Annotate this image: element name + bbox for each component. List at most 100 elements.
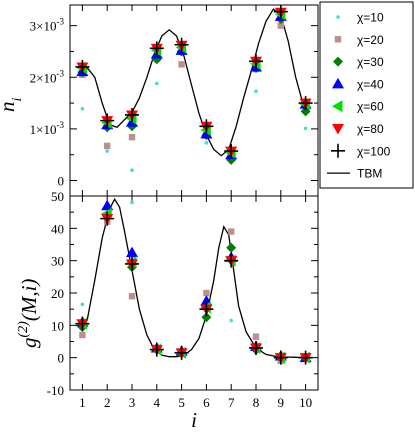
data-point (203, 289, 210, 297)
data-point (229, 318, 233, 323)
legend-entry: TBM (327, 167, 382, 181)
top-y-tick-label: 2×10-3 (30, 68, 65, 85)
data-point (155, 81, 159, 86)
top-series-chi60 (76, 8, 311, 159)
data-point (130, 200, 134, 205)
data-point (130, 168, 134, 172)
x-tick-label: 10 (299, 395, 312, 410)
top-y-tick-exponent: -3 (57, 120, 65, 130)
legend-entry: χ=40 (332, 77, 384, 91)
top-plot-frame (69, 4, 319, 197)
data-point (174, 345, 189, 360)
axis-labels: ni g(2)(M,i) i (0, 98, 197, 432)
top-y-tick-exponent: -3 (57, 68, 65, 78)
x-tick-label: 2 (104, 395, 111, 410)
data-point (125, 256, 139, 271)
legend-label: χ=40 (357, 77, 384, 91)
data-point (101, 199, 114, 211)
top-y-tick-label: 0 (58, 174, 65, 189)
data-point (75, 316, 90, 331)
data-point (80, 302, 85, 307)
legend-label: χ=60 (357, 100, 384, 114)
data-point (80, 106, 85, 111)
data-point (273, 350, 288, 365)
data-point (228, 228, 235, 235)
bottom-y-tick-label: 40 (51, 221, 64, 236)
bottom-series-chi10 (80, 200, 308, 365)
legend-label: χ=100 (357, 144, 391, 158)
legend-label: χ=10 (357, 11, 384, 25)
data-point (100, 113, 115, 128)
data-point (100, 211, 115, 226)
x-tick-label: 3 (129, 395, 136, 410)
x-tick-label: 4 (154, 395, 161, 410)
bottom-tbm-curve (81, 197, 306, 359)
data-point (224, 253, 239, 268)
legend-entry: χ=20 (334, 33, 384, 47)
x-tick-label: 9 (278, 395, 285, 410)
data-point (79, 331, 86, 339)
legend-marker-icon (336, 15, 340, 19)
bottom-series-chi20 (79, 218, 309, 365)
data-point (105, 149, 109, 153)
data-point (252, 333, 260, 340)
bottom-y-axis-label-main: g (17, 338, 41, 349)
legend-marker-icon (332, 124, 344, 135)
data-point (199, 302, 214, 317)
data-point (178, 61, 185, 68)
x-tick-label: 7 (228, 395, 235, 410)
top-series-chi30 (77, 13, 311, 165)
data-point (104, 142, 111, 150)
legend-label: χ=30 (357, 55, 384, 69)
top-series-chi20 (79, 22, 309, 157)
data-point (303, 126, 308, 131)
x-tick-label: 6 (203, 395, 210, 410)
top-tbm-curve (81, 8, 304, 157)
bottom-panel: -10 0 10 20 30 40 50 1 2 3 4 5 6 7 8 9 10 (47, 189, 319, 410)
legend-marker-icon (331, 143, 345, 158)
top-y-tick-exponent: -3 (57, 17, 65, 27)
data-point (298, 96, 313, 111)
top-panel: 0 1×10-3 2×10-3 3×10-3 (30, 4, 319, 197)
top-y-axis-label: ni (0, 98, 25, 113)
legend-marker-icon (333, 56, 343, 67)
bottom-series-chi100 (75, 211, 313, 365)
legend-entry: χ=30 (333, 55, 384, 69)
data-point (128, 293, 136, 300)
bottom-series-chi30 (77, 210, 311, 363)
top-series-chi40 (76, 10, 312, 160)
data-point (126, 246, 138, 258)
data-point (249, 340, 263, 355)
bottom-y-axis-label: g(2)(M,i) (16, 279, 41, 348)
data-point (277, 22, 284, 29)
data-point (273, 4, 288, 19)
data-point (125, 107, 139, 122)
bottom-y-tick-label: -10 (47, 383, 64, 398)
top-y-tick-label: 3×10-3 (30, 17, 65, 34)
bottom-y-tick-label: 0 (58, 351, 65, 366)
data-point (204, 141, 209, 145)
legend-label: χ=20 (357, 33, 384, 47)
legend-marker-icon (334, 36, 342, 43)
data-point (254, 89, 258, 94)
data-point (149, 41, 164, 56)
legend-marker-icon (332, 77, 344, 89)
data-point (128, 133, 136, 141)
bottom-y-tick-label: 50 (51, 189, 64, 204)
legend-entry: χ=10 (336, 11, 384, 25)
data-point (201, 312, 212, 323)
bottom-y-tick-label: 20 (51, 286, 64, 301)
top-y-axis-label-sub: i (10, 98, 25, 102)
x-tick-label: 5 (178, 395, 185, 410)
legend-entry: χ=100 (331, 143, 391, 158)
legend-entry: χ=80 (332, 122, 384, 136)
legend-label: χ=80 (357, 122, 384, 136)
legend-marker-icon (332, 100, 343, 113)
data-point (224, 144, 239, 159)
bottom-series-chi80 (76, 214, 312, 364)
legend-box (319, 1, 414, 189)
data-point (226, 242, 237, 253)
data-point (149, 342, 164, 357)
data-point (298, 350, 313, 365)
